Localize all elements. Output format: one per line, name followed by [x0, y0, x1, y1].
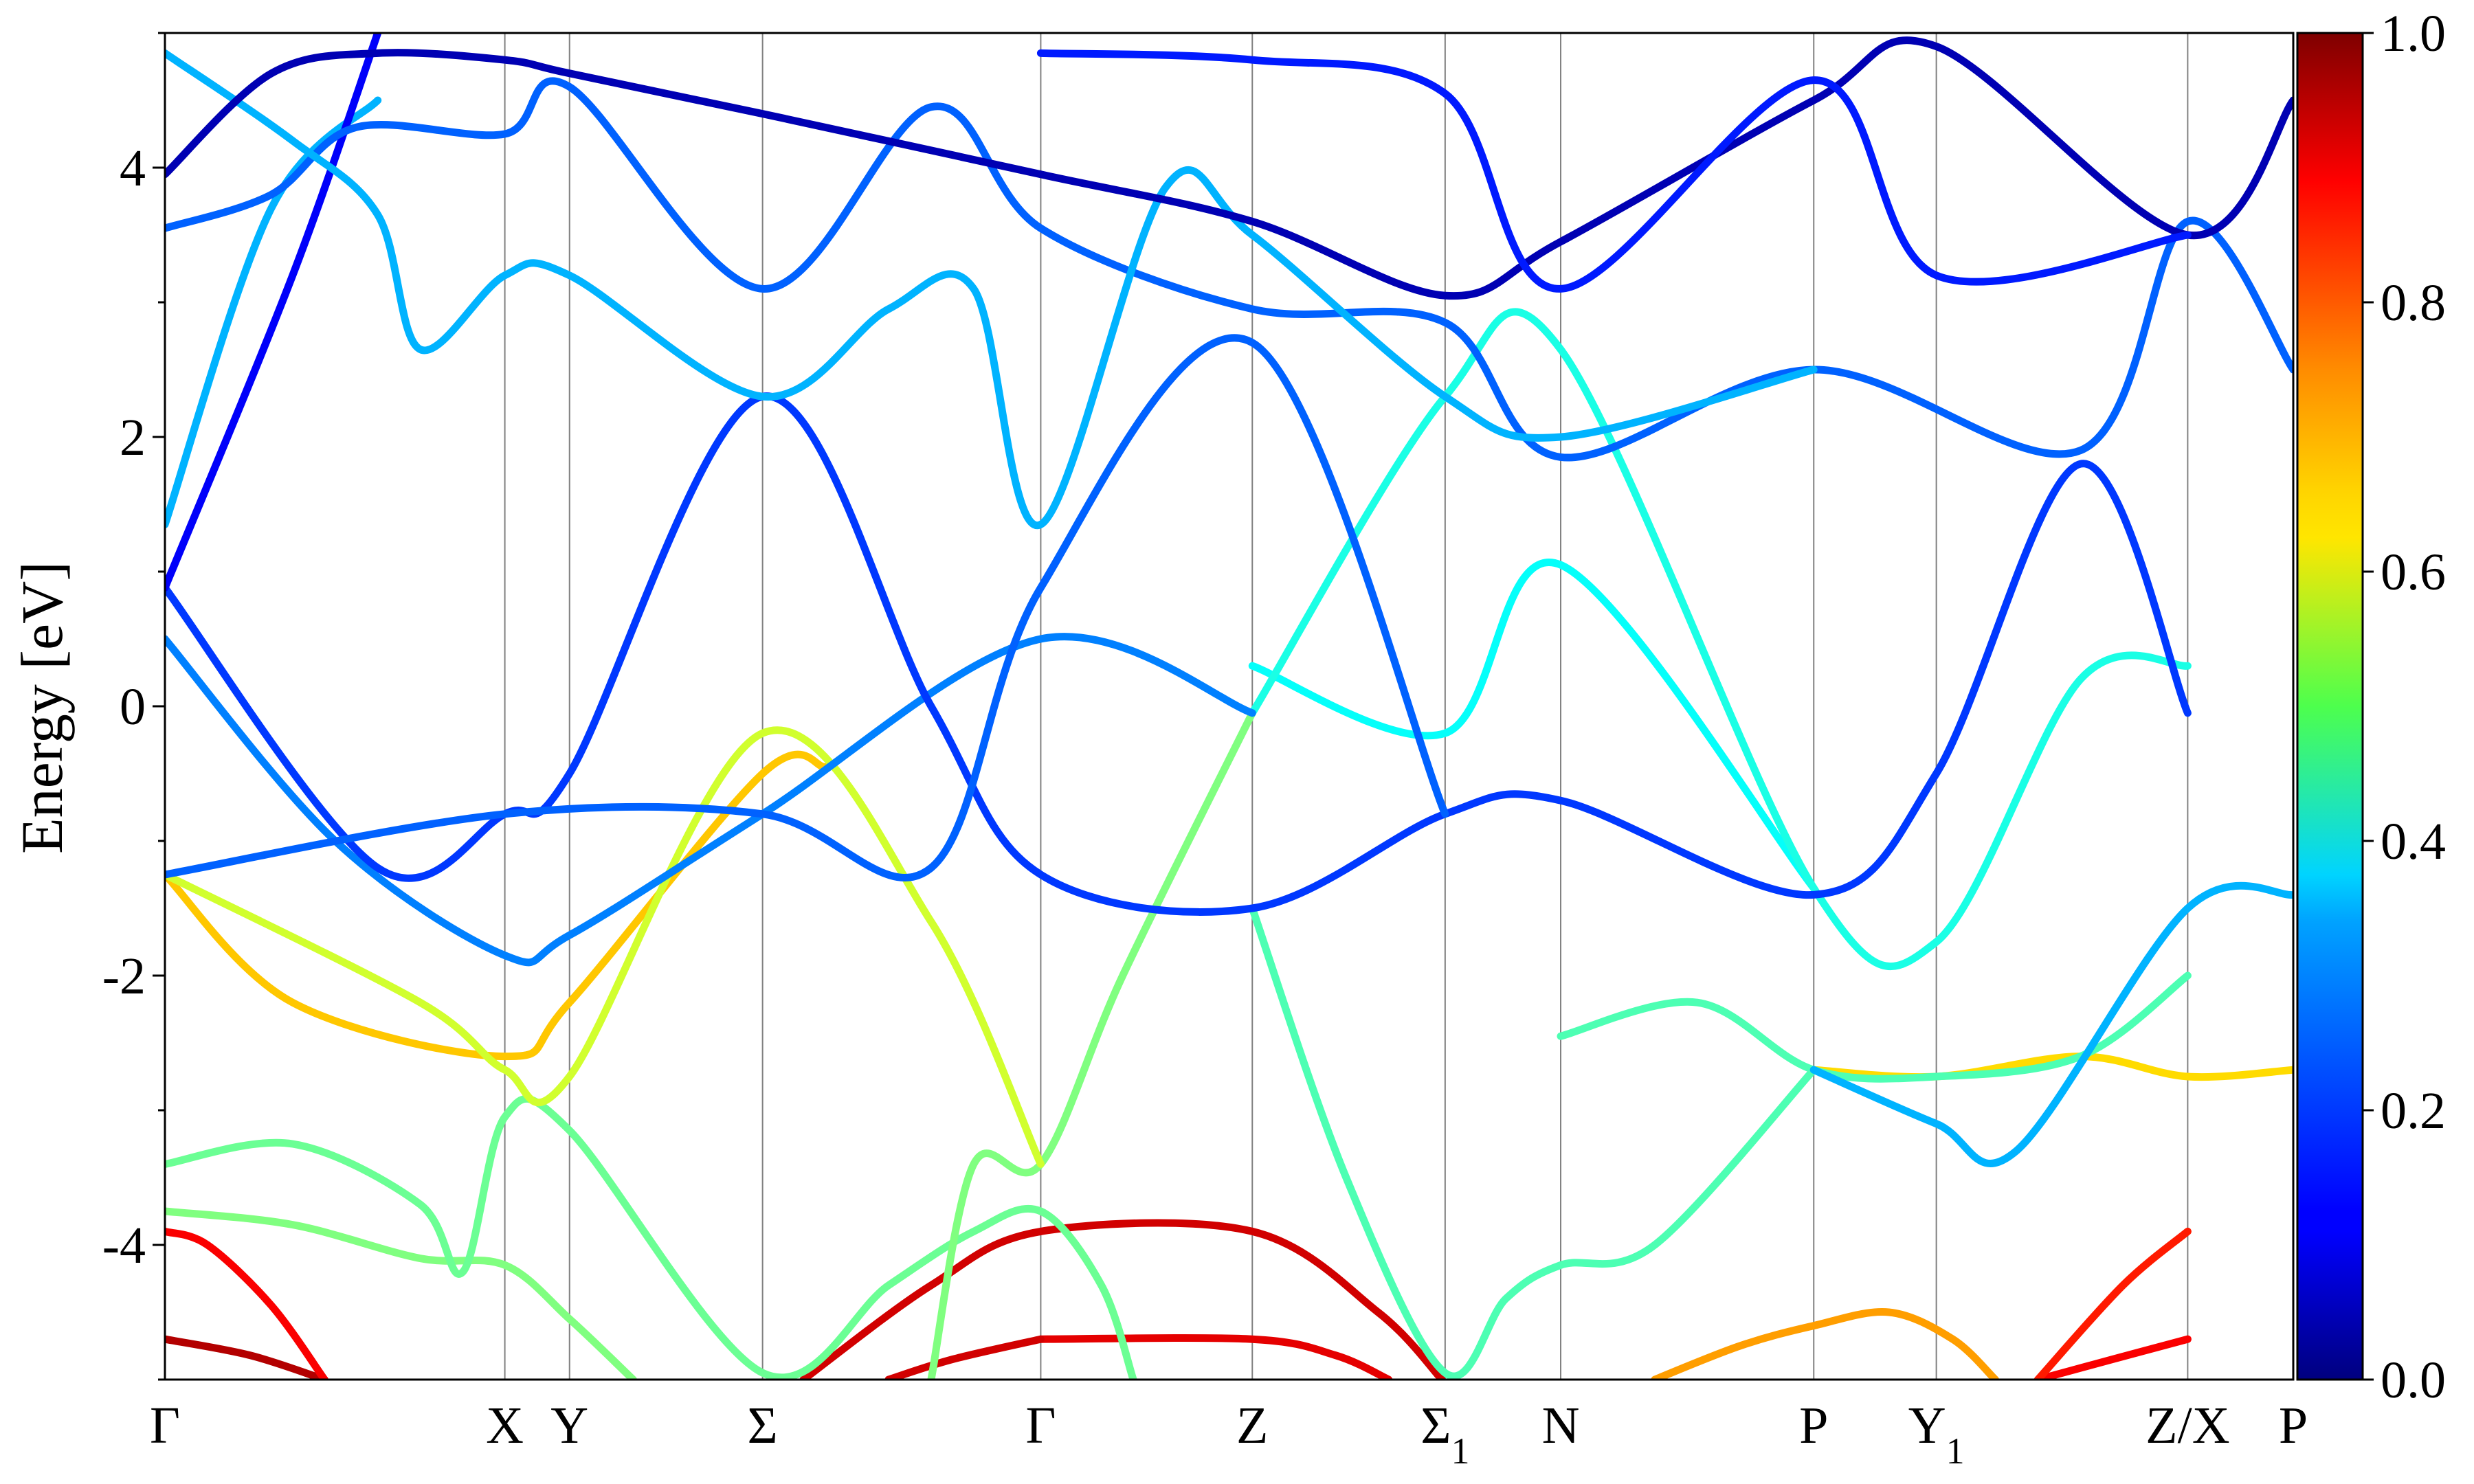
colorbar	[2296, 32, 2364, 1381]
x-axis-ticks: Γ X Y Σ Γ Z Σ1 N P Y1 Z/X P	[150, 1397, 2308, 1472]
band-line	[2033, 1335, 2192, 1380]
band-line	[1651, 1308, 1999, 1380]
band-line	[165, 49, 1818, 530]
band-line	[165, 726, 1045, 1168]
x-tick-label: N	[1542, 1397, 1580, 1454]
band-line	[165, 1335, 328, 1380]
band-line	[165, 96, 382, 528]
band-line	[165, 33, 382, 592]
band-line	[165, 392, 2192, 916]
x-tick-label: Σ1	[1420, 1397, 1469, 1472]
colorbar-tick-label: 0.0	[2381, 1351, 2446, 1409]
band-line	[1248, 308, 2192, 971]
y-axis-ticks: 4 2 0 -2 -4	[102, 32, 165, 1381]
band-line	[165, 36, 2293, 300]
x-tick-label: P	[1799, 1397, 1828, 1454]
band-lines	[165, 33, 2293, 1380]
band-line	[1809, 881, 2293, 1167]
band-line	[165, 334, 1449, 881]
x-tick-label: Y	[550, 1397, 588, 1454]
y-tick-label: 0	[120, 678, 146, 736]
colorbar-tick-label: 0.2	[2381, 1082, 2446, 1140]
x-tick-label: P	[2279, 1397, 2308, 1454]
y-axis-label: Energy [eV]	[9, 561, 75, 854]
x-tick-label: Σ	[748, 1397, 778, 1454]
colorbar-tick-label: 0.6	[2381, 543, 2446, 601]
band-line	[927, 709, 1256, 1380]
x-tick-label: Γ	[1025, 1397, 1056, 1454]
x-tick-label: Y1	[1908, 1397, 1965, 1472]
x-tick-label: X	[486, 1397, 524, 1454]
y-tick-label: 4	[120, 139, 146, 197]
band-line	[1248, 559, 1818, 892]
colorbar-tick-label: 0.4	[2381, 813, 2446, 870]
y-tick-label: -4	[102, 1217, 146, 1274]
band-line	[799, 1219, 1446, 1380]
x-tick-label: Γ	[150, 1397, 180, 1454]
band-line	[1248, 904, 1818, 1380]
band-line	[1036, 1334, 1393, 1380]
x-tick-label: Z	[1236, 1397, 1268, 1454]
band-line	[2033, 1227, 2192, 1380]
band-line	[165, 750, 829, 1061]
band-line	[1036, 49, 2192, 293]
colorbar-ticks: 1.0 0.8 0.6 0.4 0.2 0.0	[2363, 5, 2446, 1409]
band-line	[165, 1227, 328, 1380]
band-line	[884, 1335, 1045, 1380]
colorbar-tick-label: 0.8	[2381, 274, 2446, 332]
band-line	[165, 77, 2293, 462]
y-tick-label: -2	[102, 947, 146, 1005]
band-line	[1557, 971, 2192, 1083]
x-tick-label: Z/X	[2146, 1397, 2229, 1454]
y-tick-label: 2	[120, 409, 146, 466]
band-line	[165, 1094, 1137, 1380]
colorbar-tick-label: 1.0	[2381, 5, 2446, 63]
